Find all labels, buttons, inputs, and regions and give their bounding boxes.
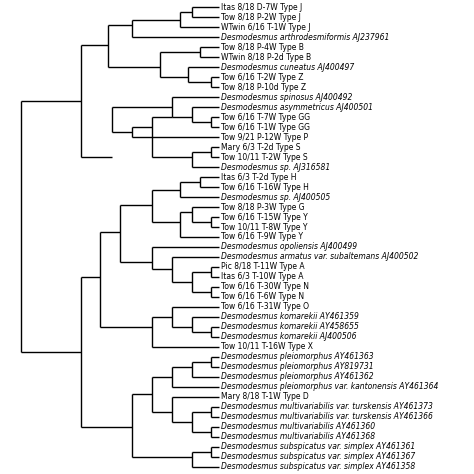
Text: Tow 8/18 P-3W Type G: Tow 8/18 P-3W Type G bbox=[221, 202, 305, 211]
Text: Tow 6/16 T-2W Type Z: Tow 6/16 T-2W Type Z bbox=[221, 73, 304, 82]
Text: Tow 10/11 T-8W Type Y: Tow 10/11 T-8W Type Y bbox=[221, 222, 308, 231]
Text: Itas 6/3 T-2d Type H: Itas 6/3 T-2d Type H bbox=[221, 173, 297, 182]
Text: Tow 6/16 T-1W Type GG: Tow 6/16 T-1W Type GG bbox=[221, 122, 310, 131]
Text: Tow 6/16 T-31W Type O: Tow 6/16 T-31W Type O bbox=[221, 302, 310, 311]
Text: Desmodesmus multivariabilis AY461360: Desmodesmus multivariabilis AY461360 bbox=[221, 422, 375, 431]
Text: WTwin 6/16 T-1W Type J: WTwin 6/16 T-1W Type J bbox=[221, 22, 311, 31]
Text: Tow 8/18 P-10d Type Z: Tow 8/18 P-10d Type Z bbox=[221, 82, 306, 91]
Text: Desmodesmus spinosus AJ400492: Desmodesmus spinosus AJ400492 bbox=[221, 92, 353, 101]
Text: Desmodesmus pleiomorphus var. kantonensis AY461364: Desmodesmus pleiomorphus var. kantonensi… bbox=[221, 383, 438, 392]
Text: Desmodesmus subspicatus var. simplex AY461358: Desmodesmus subspicatus var. simplex AY4… bbox=[221, 463, 416, 472]
Text: Tow 8/18 P-2W Type J: Tow 8/18 P-2W Type J bbox=[221, 12, 301, 21]
Text: Tow 8/18 P-4W Type B: Tow 8/18 P-4W Type B bbox=[221, 43, 304, 52]
Text: Tow 10/11 T-16W Type X: Tow 10/11 T-16W Type X bbox=[221, 343, 313, 352]
Text: Tow 6/16 T-15W Type Y: Tow 6/16 T-15W Type Y bbox=[221, 212, 308, 221]
Text: Desmodesmus sp. AJ400505: Desmodesmus sp. AJ400505 bbox=[221, 192, 330, 201]
Text: Desmodesmus komarekii AY461359: Desmodesmus komarekii AY461359 bbox=[221, 312, 359, 321]
Text: Desmodesmus asymmetricus AJ400501: Desmodesmus asymmetricus AJ400501 bbox=[221, 102, 374, 111]
Text: Tow 6/16 T-7W Type GG: Tow 6/16 T-7W Type GG bbox=[221, 112, 310, 121]
Text: Desmodesmus multivariabilis var. turskensis AY461373: Desmodesmus multivariabilis var. tursken… bbox=[221, 402, 433, 411]
Text: Tow 6/16 T-16W Type H: Tow 6/16 T-16W Type H bbox=[221, 182, 309, 191]
Text: Itas 8/18 D-7W Type J: Itas 8/18 D-7W Type J bbox=[221, 2, 302, 11]
Text: Desmodesmus multivariabilis AY461368: Desmodesmus multivariabilis AY461368 bbox=[221, 432, 375, 441]
Text: WTwin 8/18 P-2d Type B: WTwin 8/18 P-2d Type B bbox=[221, 53, 311, 62]
Text: Desmodesmus armatus var. subaltemans AJ400502: Desmodesmus armatus var. subaltemans AJ4… bbox=[221, 253, 419, 262]
Text: Desmodesmus subspicatus var. simplex AY461361: Desmodesmus subspicatus var. simplex AY4… bbox=[221, 443, 416, 452]
Text: Desmodesmus sp. AJ316581: Desmodesmus sp. AJ316581 bbox=[221, 163, 330, 172]
Text: Desmodesmus pleiomorphus AY461362: Desmodesmus pleiomorphus AY461362 bbox=[221, 373, 374, 382]
Text: Tow 9/21 P-12W Type P: Tow 9/21 P-12W Type P bbox=[221, 133, 309, 142]
Text: Desmodesmus pleiomorphus AY819731: Desmodesmus pleiomorphus AY819731 bbox=[221, 363, 374, 372]
Text: Desmodesmus opoliensis AJ400499: Desmodesmus opoliensis AJ400499 bbox=[221, 243, 357, 252]
Text: Desmodesmus komarekii AY458655: Desmodesmus komarekii AY458655 bbox=[221, 322, 359, 331]
Text: Mary 6/3 T-2d Type S: Mary 6/3 T-2d Type S bbox=[221, 143, 301, 152]
Text: Desmodesmus subspicatus var. simplex AY461367: Desmodesmus subspicatus var. simplex AY4… bbox=[221, 453, 416, 462]
Text: Desmodesmus cuneatus AJ400497: Desmodesmus cuneatus AJ400497 bbox=[221, 63, 355, 72]
Text: Desmodesmus multivariabilis var. turskensis AY461366: Desmodesmus multivariabilis var. tursken… bbox=[221, 412, 433, 421]
Text: Pic 8/18 T-11W Type A: Pic 8/18 T-11W Type A bbox=[221, 263, 305, 272]
Text: Tow 6/16 T-9W Type Y: Tow 6/16 T-9W Type Y bbox=[221, 233, 303, 241]
Text: Itas 6/3 T-10W Type A: Itas 6/3 T-10W Type A bbox=[221, 273, 304, 282]
Text: Desmodesmus komarekii AJ400506: Desmodesmus komarekii AJ400506 bbox=[221, 332, 357, 341]
Text: Mary 8/18 T-1W Type D: Mary 8/18 T-1W Type D bbox=[221, 392, 309, 401]
Text: Desmodesmus arthrodesmiformis AJ237961: Desmodesmus arthrodesmiformis AJ237961 bbox=[221, 33, 390, 42]
Text: Tow 6/16 T-6W Type N: Tow 6/16 T-6W Type N bbox=[221, 292, 304, 301]
Text: Tow 10/11 T-2W Type S: Tow 10/11 T-2W Type S bbox=[221, 153, 308, 162]
Text: Desmodesmus pleiomorphus AY461363: Desmodesmus pleiomorphus AY461363 bbox=[221, 353, 374, 362]
Text: Tow 6/16 T-30W Type N: Tow 6/16 T-30W Type N bbox=[221, 283, 310, 292]
